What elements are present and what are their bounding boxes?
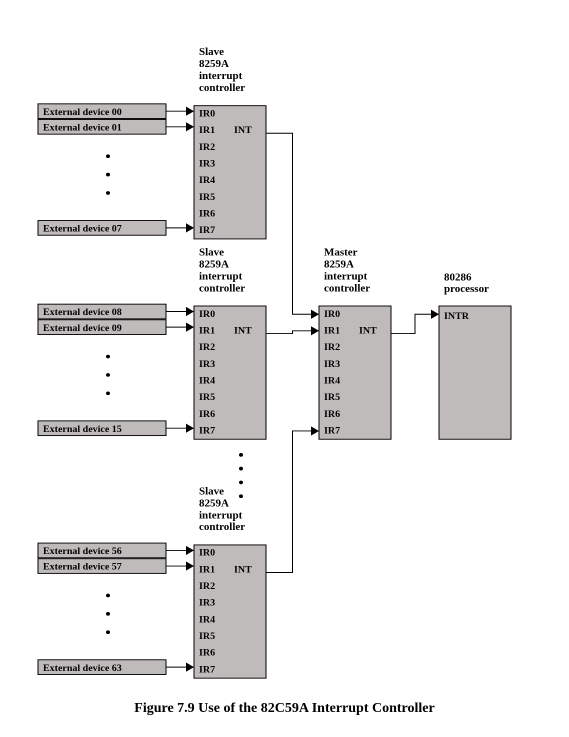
svg-text:IR1: IR1 xyxy=(324,326,340,337)
processor xyxy=(439,306,511,439)
svg-text:IR5: IR5 xyxy=(199,192,215,203)
svg-text:controller: controller xyxy=(324,284,370,295)
svg-text:External device 00: External device 00 xyxy=(43,107,122,118)
svg-text:processor: processor xyxy=(444,285,489,296)
svg-text:External device 57: External device 57 xyxy=(43,562,122,573)
svg-text:IR0: IR0 xyxy=(324,309,340,320)
svg-text:External device 01: External device 01 xyxy=(43,123,122,134)
ellipsis-dot xyxy=(106,191,110,195)
svg-text:INT: INT xyxy=(234,326,252,337)
svg-text:IR0: IR0 xyxy=(199,109,215,120)
svg-text:interrupt: interrupt xyxy=(199,511,243,522)
svg-text:Master: Master xyxy=(324,248,358,259)
svg-text:IR6: IR6 xyxy=(199,648,215,659)
svg-text:External device 09: External device 09 xyxy=(43,323,122,334)
svg-text:Slave: Slave xyxy=(199,487,224,498)
svg-text:80286: 80286 xyxy=(444,273,471,284)
svg-text:IR5: IR5 xyxy=(199,631,215,642)
ellipsis-dot xyxy=(106,173,110,177)
svg-text:IR2: IR2 xyxy=(199,142,215,153)
svg-text:IR0: IR0 xyxy=(199,309,215,320)
ellipsis-dot xyxy=(106,154,110,158)
svg-text:IR7: IR7 xyxy=(199,665,215,676)
svg-text:IR7: IR7 xyxy=(199,225,215,236)
ellipsis-dot xyxy=(239,453,243,457)
svg-text:External device 56: External device 56 xyxy=(43,546,122,557)
svg-text:interrupt: interrupt xyxy=(324,272,368,283)
svg-text:8259A: 8259A xyxy=(199,59,229,70)
svg-text:IR3: IR3 xyxy=(324,359,340,370)
svg-text:IR3: IR3 xyxy=(199,359,215,370)
figure-caption: Figure 7.9 Use of the 82C59A Interrupt C… xyxy=(134,701,434,716)
svg-text:IR2: IR2 xyxy=(324,342,340,353)
ellipsis-dot xyxy=(239,494,243,498)
ellipsis-dot xyxy=(106,612,110,616)
svg-text:INTR: INTR xyxy=(444,311,470,322)
svg-text:External device 08: External device 08 xyxy=(43,308,122,319)
svg-text:IR4: IR4 xyxy=(324,376,340,387)
svg-text:IR6: IR6 xyxy=(324,409,340,420)
svg-text:8259A: 8259A xyxy=(199,499,229,510)
svg-text:IR1: IR1 xyxy=(199,126,215,137)
ellipsis-dot xyxy=(106,373,110,377)
svg-text:External device 15: External device 15 xyxy=(43,424,122,435)
svg-text:Slave: Slave xyxy=(199,47,224,58)
svg-text:IR4: IR4 xyxy=(199,175,215,186)
svg-text:controller: controller xyxy=(199,83,245,94)
ellipsis-dot xyxy=(239,481,243,485)
svg-text:8259A: 8259A xyxy=(324,260,354,271)
svg-text:IR6: IR6 xyxy=(199,209,215,220)
svg-text:IR2: IR2 xyxy=(199,581,215,592)
svg-text:controller: controller xyxy=(199,523,245,534)
svg-text:INT: INT xyxy=(234,126,252,137)
svg-text:8259A: 8259A xyxy=(199,260,229,271)
ellipsis-dot xyxy=(106,391,110,395)
ellipsis-dot xyxy=(106,355,110,359)
svg-text:IR0: IR0 xyxy=(199,548,215,559)
svg-text:interrupt: interrupt xyxy=(199,71,243,82)
svg-text:IR4: IR4 xyxy=(199,615,215,626)
svg-text:External device 63: External device 63 xyxy=(43,663,122,674)
svg-text:INT: INT xyxy=(359,326,377,337)
svg-text:External device 07: External device 07 xyxy=(43,224,122,235)
svg-text:INT: INT xyxy=(234,565,252,576)
svg-text:IR3: IR3 xyxy=(199,159,215,170)
svg-text:IR6: IR6 xyxy=(199,409,215,420)
svg-text:IR1: IR1 xyxy=(199,326,215,337)
svg-text:IR4: IR4 xyxy=(199,376,215,387)
ellipsis-dot xyxy=(106,630,110,634)
svg-text:IR7: IR7 xyxy=(324,426,340,437)
svg-text:controller: controller xyxy=(199,284,245,295)
svg-text:interrupt: interrupt xyxy=(199,272,243,283)
svg-text:IR3: IR3 xyxy=(199,598,215,609)
ellipsis-dot xyxy=(106,594,110,598)
svg-text:Slave: Slave xyxy=(199,248,224,259)
svg-text:IR7: IR7 xyxy=(199,426,215,437)
svg-text:IR1: IR1 xyxy=(199,565,215,576)
ellipsis-dot xyxy=(239,467,243,471)
svg-text:IR2: IR2 xyxy=(199,342,215,353)
svg-text:IR5: IR5 xyxy=(324,392,340,403)
svg-text:IR5: IR5 xyxy=(199,392,215,403)
